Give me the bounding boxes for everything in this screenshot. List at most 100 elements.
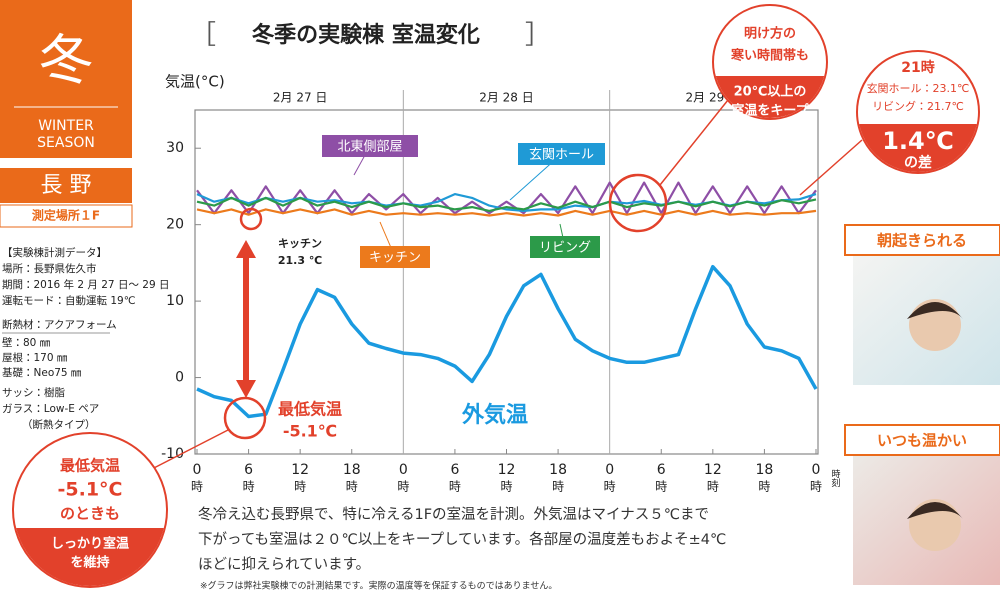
spec-line: 運転モード：自動運転 19℃ xyxy=(2,294,136,307)
x-tick-unit: 時 xyxy=(397,480,409,494)
legend-box xyxy=(322,135,418,157)
callout-text: 最低気温 xyxy=(60,457,120,475)
caption-box xyxy=(844,424,1000,456)
y-tick-label: 20 xyxy=(166,217,184,233)
series-line xyxy=(196,264,818,419)
callout-text: 明け方の xyxy=(744,26,796,42)
x-tick-unit: 時 xyxy=(604,480,616,494)
spec-line: ガラス：Low-E ペア xyxy=(2,403,99,415)
photo-caption: 朝起きられる xyxy=(877,232,967,250)
season-english: WINTER xyxy=(38,118,94,134)
x-tick-label: 6 xyxy=(450,462,459,478)
x-tick-unit: 時 xyxy=(552,480,564,494)
x-tick-unit: 時 xyxy=(191,480,203,494)
spec-line: サッシ：樹脂 xyxy=(2,386,65,399)
x-tick-label: 6 xyxy=(657,462,666,478)
spec-line: 断熱材：アクアフォーム xyxy=(2,318,117,331)
x-tick-label: 0 xyxy=(193,462,202,478)
spec-line: 期間：2016 年 2 月 27 日～ 29 日 xyxy=(2,278,170,291)
series-line xyxy=(196,181,817,215)
season-kanji: 冬 xyxy=(39,29,93,92)
double-arrow xyxy=(236,240,256,398)
location: 測定場所１F xyxy=(32,208,100,223)
callout-text: 室温をキープ xyxy=(731,103,809,119)
description-line: 下がっても室温は２０℃以上をキープしています。各部屋の温度差もおよそ±4℃ xyxy=(198,531,726,548)
spec-line: （断熱タイプ） xyxy=(22,418,96,431)
spec-line: 【実験棟計測データ】 xyxy=(2,246,107,259)
callout-text: の差 xyxy=(904,154,932,171)
highlight-circle xyxy=(608,173,668,233)
x-tick-unit: 時 xyxy=(707,480,719,494)
chart: -10 0 10 20 30 0 時 6 時 12 時 18 時 0 時 6 時 12 時 18 時 0 時 6 時 12 時 18 時… xyxy=(161,90,840,494)
x-tick-unit: 時 xyxy=(243,480,255,494)
x-tick-unit: 時 xyxy=(449,480,461,494)
outdoor-label: 外気温 xyxy=(461,402,528,428)
description-line: ほどに抑えられています。 xyxy=(198,556,370,573)
day-label: 2月 27 日 xyxy=(273,91,328,105)
annotation: 最低気温 xyxy=(278,400,342,419)
legend-box xyxy=(360,246,430,268)
x-tick-label: 18 xyxy=(549,462,567,478)
spec-line: 壁：80 ㎜ xyxy=(2,337,51,349)
spec-line: 屋根：170 ㎜ xyxy=(2,351,68,364)
y-tick-label: 0 xyxy=(175,370,184,386)
callout-text: 玄関ホール：23.1℃ xyxy=(867,82,970,95)
callout-text: リビング：21.7℃ xyxy=(872,99,964,113)
series-line xyxy=(196,196,817,212)
season-english: SEASON xyxy=(37,135,95,151)
callout-border xyxy=(856,50,980,174)
x-tick-label: 0 xyxy=(399,462,408,478)
caption-box xyxy=(844,224,1000,256)
legend-label: 玄関ホール xyxy=(529,148,594,163)
legend-label: 北東側部屋 xyxy=(337,139,402,155)
spec-line: 場所：長野県佐久市 xyxy=(2,262,97,275)
day-label: 2月 28 日 xyxy=(479,91,534,105)
legend-label: リビング xyxy=(539,241,591,256)
x-tick-label: 0 xyxy=(605,462,614,478)
x-tick-unit: 時 xyxy=(500,480,512,494)
chart-title: 冬季の実験棟 室温変化 xyxy=(251,22,480,48)
leader xyxy=(799,139,863,196)
location-box xyxy=(0,204,133,228)
x-tick-label: 12 xyxy=(291,462,309,478)
bracket: ［ xyxy=(190,21,216,51)
x-tick-label: 18 xyxy=(343,462,361,478)
series-line xyxy=(196,208,817,217)
x-tick-unit: 時 xyxy=(810,480,822,494)
leader xyxy=(659,99,729,186)
legend-label: キッチン xyxy=(369,251,421,266)
y-tick-label: 30 xyxy=(166,140,184,156)
callout-text: 寒い時間帯も xyxy=(730,48,809,64)
x-tick-label: 18 xyxy=(756,462,774,478)
x-tick-label: 12 xyxy=(498,462,516,478)
spec-line: 基礎：Neo75 ㎜ xyxy=(2,366,82,379)
photo-hair xyxy=(907,302,963,319)
callout-border xyxy=(712,4,828,120)
x-tick-unit: 時 xyxy=(294,480,306,494)
footnote: ※グラフは弊社実験棟での計測結果です。実際の温度等を保証するものではありません。 xyxy=(200,580,557,592)
callout-text: のときも xyxy=(60,505,120,523)
legend-box xyxy=(518,143,605,165)
bracket: ］ xyxy=(525,21,551,51)
legend-box xyxy=(530,236,600,258)
callout-text: 20℃以上の xyxy=(734,85,807,100)
highlight-circle xyxy=(223,396,267,440)
callout-text: 1.4℃ xyxy=(882,127,954,155)
callout-text: しっかり室温 xyxy=(51,536,129,552)
highlight-circle xyxy=(239,207,263,231)
y-tick-label: -10 xyxy=(161,446,184,462)
photo-hair xyxy=(907,502,963,519)
callout-text: を維持 xyxy=(70,555,109,571)
x-tick-label: 0 xyxy=(812,462,821,478)
y-tick-label: 10 xyxy=(166,293,184,309)
x-tick-label: 12 xyxy=(704,462,722,478)
x-axis-label: 時刻 xyxy=(830,469,841,488)
x-tick-unit: 時 xyxy=(758,480,770,494)
season-box xyxy=(0,0,132,158)
callout-text: 21時 xyxy=(901,59,934,76)
photo-caption: いつも温かい xyxy=(877,432,967,450)
x-tick-label: 6 xyxy=(244,462,253,478)
